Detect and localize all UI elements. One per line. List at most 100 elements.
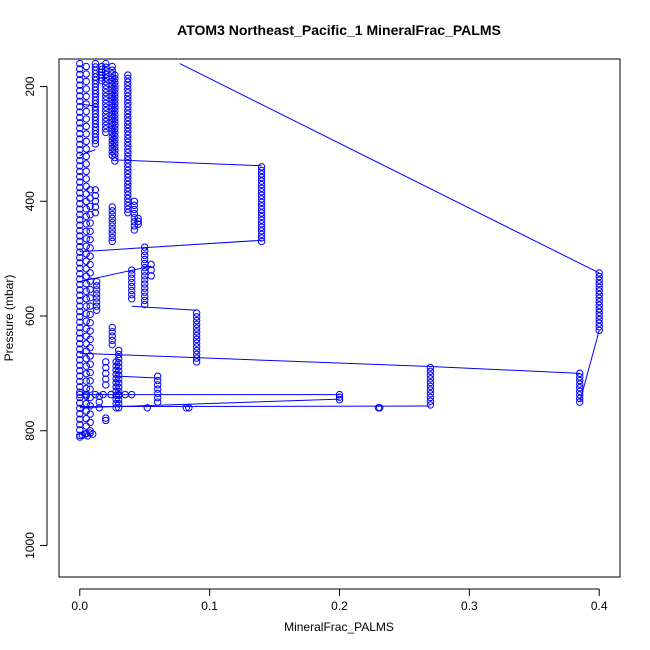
data-point — [257, 202, 266, 210]
data-point — [111, 114, 119, 122]
data-point — [576, 387, 584, 395]
data-point — [124, 120, 132, 129]
data-point — [76, 135, 84, 143]
data-point — [576, 376, 584, 385]
data-point — [91, 209, 100, 217]
data-point — [76, 119, 84, 127]
data-point — [124, 81, 132, 90]
data-point — [130, 222, 139, 230]
data-point — [108, 207, 116, 215]
data-point — [86, 368, 94, 377]
data-point — [82, 377, 90, 385]
data-point — [128, 390, 136, 399]
data-point — [576, 394, 584, 403]
data-point — [82, 324, 90, 333]
data-point — [115, 359, 123, 367]
x-tick-label: 0.4 — [591, 599, 608, 613]
data-point — [86, 202, 94, 211]
data-point — [82, 137, 90, 146]
data-point — [76, 97, 84, 105]
data-point — [257, 177, 266, 185]
data-point — [108, 340, 116, 349]
data-point — [111, 110, 119, 119]
data-point — [111, 74, 119, 83]
data-point — [124, 152, 132, 160]
data-point — [86, 211, 94, 219]
data-point — [192, 339, 201, 347]
data-point — [86, 327, 94, 335]
data-point — [92, 302, 101, 310]
data-point — [124, 96, 132, 104]
data-point — [128, 270, 136, 278]
data-point — [143, 404, 152, 412]
data-point — [86, 402, 94, 410]
data-point — [102, 375, 110, 383]
data-point — [124, 106, 132, 115]
y-tick-label: 200 — [23, 76, 37, 96]
data-point — [108, 336, 116, 345]
data-point — [76, 81, 84, 89]
data-point — [576, 373, 584, 381]
data-point — [376, 404, 384, 412]
data-point — [124, 124, 132, 132]
data-point — [182, 404, 190, 412]
data-point — [111, 92, 119, 101]
data-point — [124, 194, 132, 203]
data-point — [130, 197, 139, 205]
data-point — [102, 369, 110, 378]
data-point — [82, 77, 90, 86]
data-point — [192, 313, 201, 321]
data-point — [595, 272, 603, 281]
data-point — [426, 393, 435, 402]
data-point — [76, 296, 84, 305]
data-point — [102, 414, 110, 422]
data-point — [124, 170, 132, 178]
data-point — [95, 392, 103, 401]
data-point — [257, 188, 266, 196]
data-point — [82, 107, 90, 116]
data-point — [95, 404, 103, 412]
data-point — [257, 227, 266, 235]
data-point — [153, 381, 162, 389]
data-point — [82, 422, 90, 430]
data-point — [257, 209, 266, 217]
data-point — [124, 141, 132, 150]
data-point — [76, 178, 84, 186]
data-point — [595, 319, 603, 327]
data-point — [153, 372, 162, 380]
data-point — [115, 379, 123, 387]
data-point — [108, 328, 116, 336]
data-point — [111, 143, 119, 151]
data-point — [115, 375, 123, 383]
data-point — [91, 191, 100, 200]
data-point — [111, 128, 119, 137]
data-point — [134, 217, 142, 226]
data-point — [82, 399, 90, 408]
series-line-segment — [430, 365, 580, 374]
data-point — [257, 223, 266, 231]
data-point — [111, 121, 119, 129]
data-point — [76, 383, 84, 391]
data-point — [128, 266, 136, 274]
data-point — [128, 290, 136, 299]
data-point — [134, 220, 142, 228]
data-point — [82, 92, 90, 101]
data-point — [92, 290, 101, 298]
data-point — [76, 102, 84, 111]
data-point — [111, 150, 119, 158]
data-point — [257, 195, 266, 203]
data-point — [82, 70, 90, 78]
data-point — [257, 170, 266, 178]
data-point — [153, 394, 162, 402]
plot-frame — [58, 58, 621, 578]
data-point — [86, 219, 94, 227]
data-point — [335, 390, 344, 399]
data-point — [576, 383, 584, 392]
data-point — [111, 85, 119, 94]
y-tick-label: 800 — [23, 420, 37, 440]
data-point — [76, 388, 84, 396]
data-point — [76, 269, 84, 278]
data-point — [128, 278, 136, 287]
data-point — [595, 280, 603, 288]
